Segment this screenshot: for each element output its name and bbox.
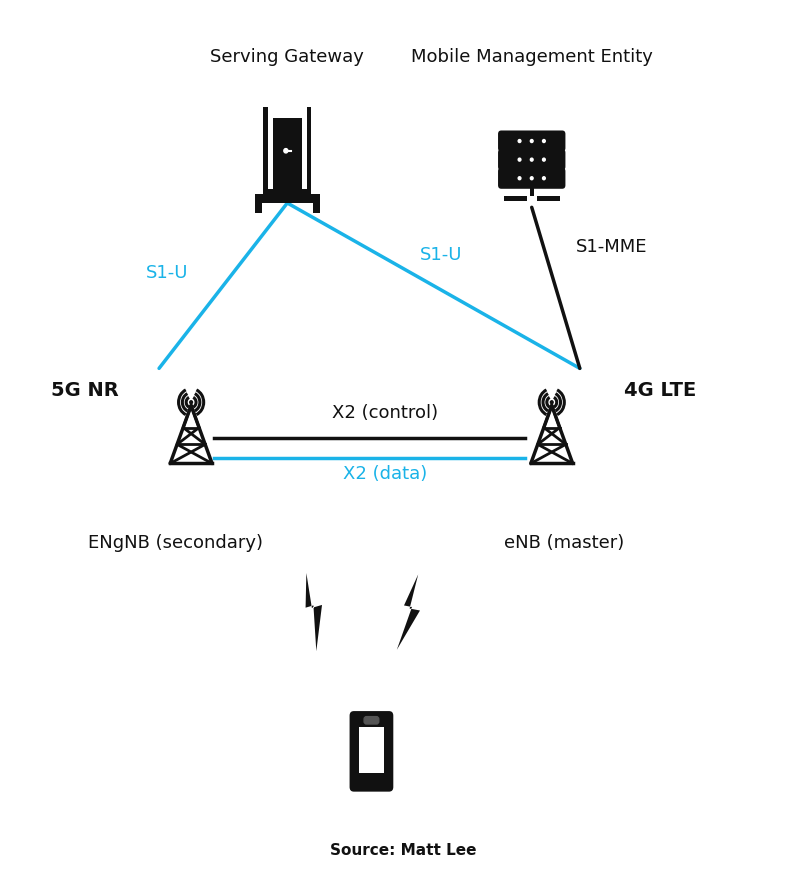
Circle shape bbox=[542, 139, 546, 143]
Text: 5G NR: 5G NR bbox=[51, 381, 119, 399]
Text: X2 (data): X2 (data) bbox=[343, 465, 428, 483]
Polygon shape bbox=[529, 185, 534, 196]
Text: Mobile Management Entity: Mobile Management Entity bbox=[411, 48, 653, 67]
Polygon shape bbox=[263, 107, 312, 194]
Circle shape bbox=[530, 159, 533, 161]
Polygon shape bbox=[397, 575, 420, 650]
Circle shape bbox=[530, 139, 533, 143]
Text: 4G LTE: 4G LTE bbox=[624, 381, 696, 399]
Circle shape bbox=[518, 139, 521, 143]
Text: X2 (control): X2 (control) bbox=[332, 405, 438, 422]
Polygon shape bbox=[255, 203, 262, 214]
Text: Source: Matt Lee: Source: Matt Lee bbox=[330, 843, 477, 858]
Polygon shape bbox=[359, 727, 384, 774]
Polygon shape bbox=[255, 194, 320, 203]
Circle shape bbox=[518, 177, 521, 180]
Circle shape bbox=[550, 401, 553, 404]
Polygon shape bbox=[312, 203, 320, 214]
Text: Serving Gateway: Serving Gateway bbox=[211, 48, 364, 67]
FancyBboxPatch shape bbox=[498, 167, 566, 189]
Text: S1-U: S1-U bbox=[146, 264, 188, 281]
Circle shape bbox=[284, 149, 288, 153]
Polygon shape bbox=[504, 196, 527, 201]
FancyBboxPatch shape bbox=[498, 131, 566, 152]
Circle shape bbox=[518, 159, 521, 161]
Circle shape bbox=[542, 159, 546, 161]
Circle shape bbox=[542, 177, 546, 180]
Text: S1-U: S1-U bbox=[420, 246, 463, 265]
Polygon shape bbox=[306, 573, 322, 651]
Circle shape bbox=[190, 401, 193, 404]
FancyBboxPatch shape bbox=[364, 717, 378, 724]
Circle shape bbox=[530, 177, 533, 180]
Text: eNB (master): eNB (master) bbox=[504, 533, 624, 552]
Polygon shape bbox=[268, 107, 307, 189]
Polygon shape bbox=[273, 117, 302, 189]
Polygon shape bbox=[537, 196, 560, 201]
FancyBboxPatch shape bbox=[498, 149, 566, 170]
Text: S1-MME: S1-MME bbox=[576, 237, 648, 256]
FancyBboxPatch shape bbox=[349, 711, 393, 792]
Text: ENgNB (secondary): ENgNB (secondary) bbox=[88, 533, 262, 552]
